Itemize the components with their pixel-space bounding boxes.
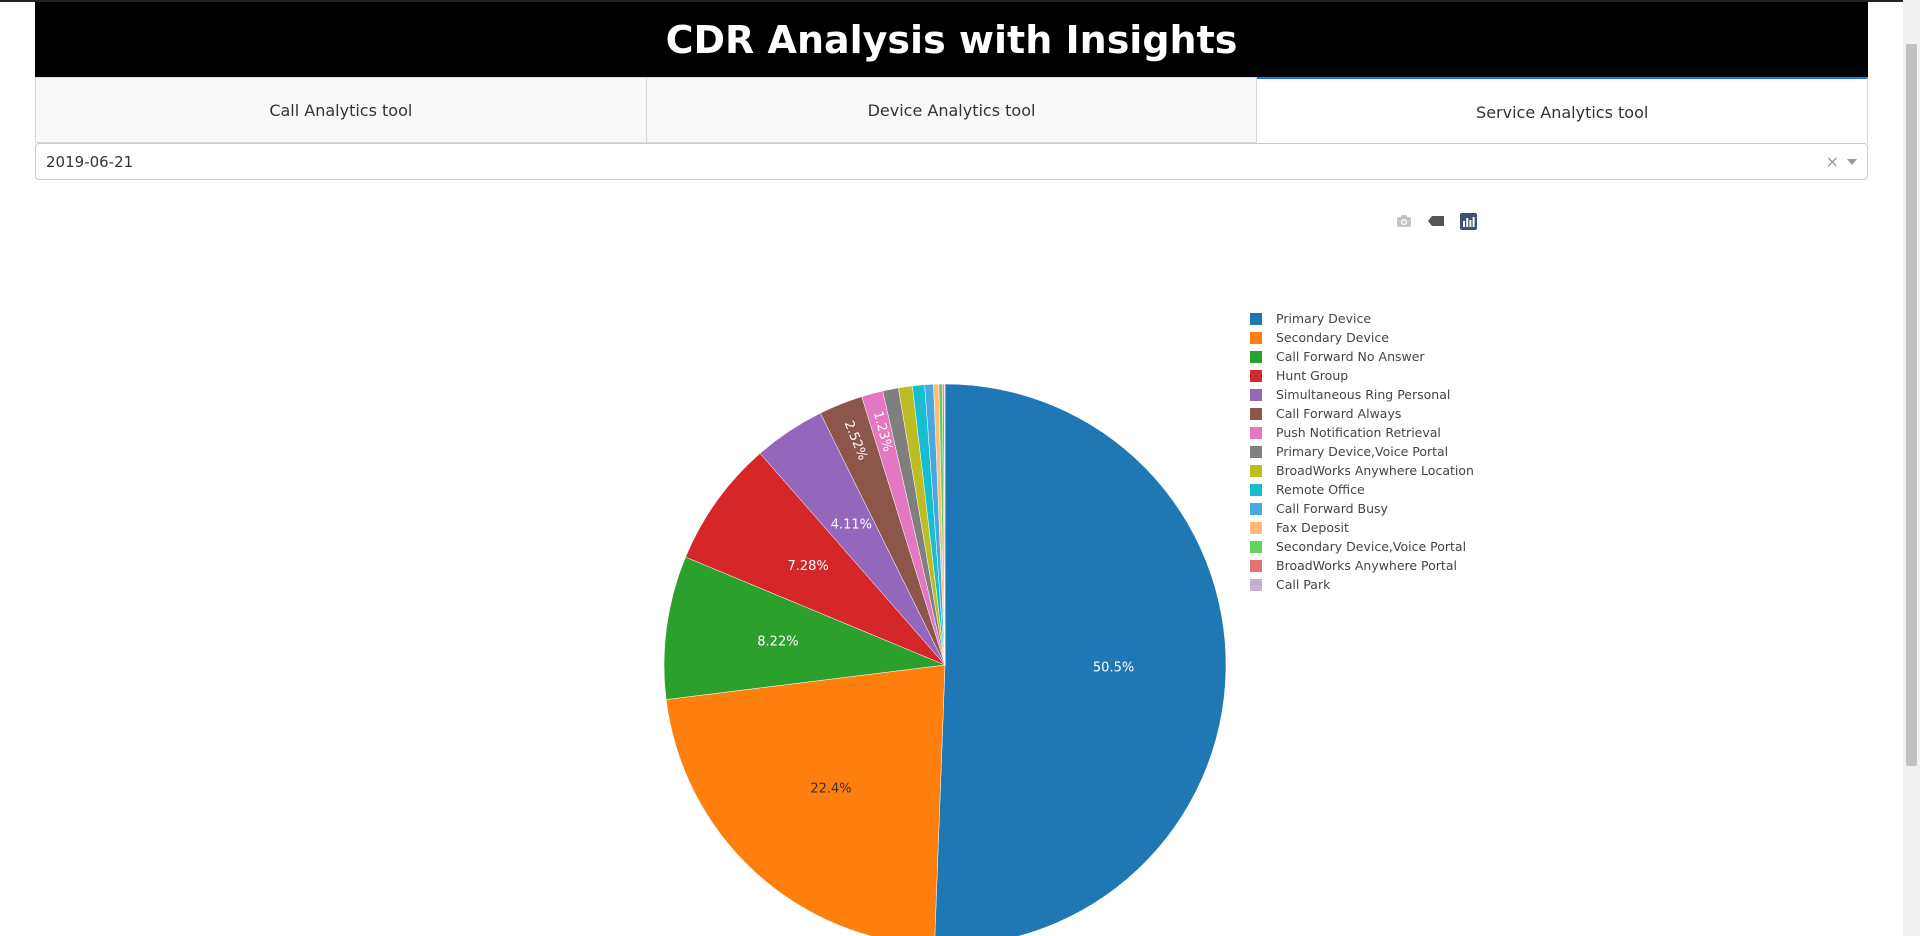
date-dropdown[interactable]: 2019-06-21 × [35, 143, 1868, 180]
clear-icon[interactable]: × [1825, 152, 1839, 171]
legend-label: Call Forward No Answer [1276, 349, 1425, 364]
slice-label-2: 22.4% [810, 782, 851, 797]
legend-label: BroadWorks Anywhere Portal [1276, 558, 1457, 573]
chart-legend: Primary Device Secondary Device Call Forwa… [1250, 309, 1474, 594]
slice-label-1: 50.5% [1093, 661, 1134, 676]
legend-swatch [1250, 559, 1262, 572]
legend-swatch [1250, 483, 1262, 496]
legend-swatch [1250, 521, 1262, 534]
legend-label: Secondary Device [1276, 330, 1389, 345]
legend-label: Simultaneous Ring Personal [1276, 387, 1451, 402]
legend-label: Remote Office [1276, 482, 1365, 497]
legend-item[interactable]: Primary Device [1250, 309, 1474, 328]
pie-slice-2[interactable] [665, 664, 946, 936]
pie-slice-15[interactable] [943, 383, 946, 666]
pie-slice-1[interactable] [934, 383, 1227, 936]
chart-modebar [1395, 212, 1477, 230]
legend-label: Secondary Device,Voice Portal [1276, 539, 1467, 554]
pie-slice-4[interactable] [685, 453, 946, 666]
plotly-logo-icon[interactable] [1459, 212, 1477, 230]
legend-label: Call Forward Busy [1276, 501, 1388, 516]
legend-swatch [1250, 426, 1262, 439]
legend-swatch [1250, 502, 1262, 515]
slice-label-3: 8.22% [757, 635, 798, 650]
legend-item[interactable]: Secondary Device,Voice Portal [1250, 537, 1474, 556]
tab-bar: Call Analytics tool Device Analytics too… [35, 77, 1869, 143]
legend-swatch [1250, 407, 1262, 420]
date-dropdown-value: 2019-06-21 [46, 152, 134, 171]
legend-swatch [1250, 331, 1262, 344]
legend-label: Fax Deposit [1276, 520, 1349, 535]
legend-item[interactable]: BroadWorks Anywhere Portal [1250, 556, 1474, 575]
legend-item[interactable]: Secondary Device [1250, 328, 1474, 347]
app-header: CDR Analysis with Insights [35, 2, 1868, 77]
legend-label: Hunt Group [1276, 368, 1349, 383]
legend-label: Call Park [1276, 577, 1331, 592]
chevron-down-icon[interactable] [1847, 158, 1857, 165]
legend-item[interactable]: Hunt Group [1250, 366, 1474, 385]
page-title: CDR Analysis with Insights [665, 17, 1238, 62]
legend-item[interactable]: Push Notification Retrieval [1250, 423, 1474, 442]
legend-item[interactable]: Call Forward Always [1250, 404, 1474, 423]
legend-item[interactable]: Remote Office [1250, 480, 1474, 499]
legend-item[interactable]: Call Forward Busy [1250, 499, 1474, 518]
scrollbar-thumb[interactable] [1906, 44, 1917, 766]
legend-label: BroadWorks Anywhere Location [1276, 463, 1474, 478]
legend-item[interactable]: Call Park [1250, 575, 1474, 594]
legend-label: Primary Device [1276, 311, 1372, 326]
legend-swatch [1250, 388, 1262, 401]
tab-device-analytics[interactable]: Device Analytics tool [646, 77, 1258, 143]
pie-chart: 50.5%22.4%8.22%7.28%4.11%2.52% 1.23% [663, 383, 1227, 936]
legend-swatch [1250, 369, 1262, 382]
legend-item[interactable]: Primary Device,Voice Portal [1250, 442, 1474, 461]
legend-label: Push Notification Retrieval [1276, 425, 1441, 440]
legend-swatch [1250, 540, 1262, 553]
legend-swatch [1250, 350, 1262, 363]
pie-chart-area: 50.5% 22.4% 8.22% 7.28% 4.11% 2.52% 1.23% [0, 180, 1915, 936]
tag-icon[interactable] [1427, 212, 1445, 230]
legend-item[interactable]: Call Forward No Answer [1250, 347, 1474, 366]
legend-swatch [1250, 445, 1262, 458]
camera-icon[interactable] [1395, 212, 1413, 230]
tab-service-analytics[interactable]: Service Analytics tool [1257, 77, 1869, 143]
legend-item[interactable]: BroadWorks Anywhere Location [1250, 461, 1474, 480]
legend-label: Primary Device,Voice Portal [1276, 444, 1449, 459]
vertical-scrollbar[interactable] [1903, 0, 1920, 936]
legend-swatch [1250, 578, 1262, 591]
pie-slice-3[interactable] [663, 556, 946, 700]
legend-item[interactable]: Fax Deposit [1250, 518, 1474, 537]
slice-label-4: 7.28% [787, 559, 828, 574]
legend-swatch [1250, 464, 1262, 477]
window-top-border [0, 0, 1920, 2]
legend-swatch [1250, 312, 1262, 325]
legend-label: Call Forward Always [1276, 406, 1402, 421]
slice-label-5: 4.11% [831, 517, 872, 532]
tab-call-analytics[interactable]: Call Analytics tool [35, 77, 647, 143]
legend-item[interactable]: Simultaneous Ring Personal [1250, 385, 1474, 404]
